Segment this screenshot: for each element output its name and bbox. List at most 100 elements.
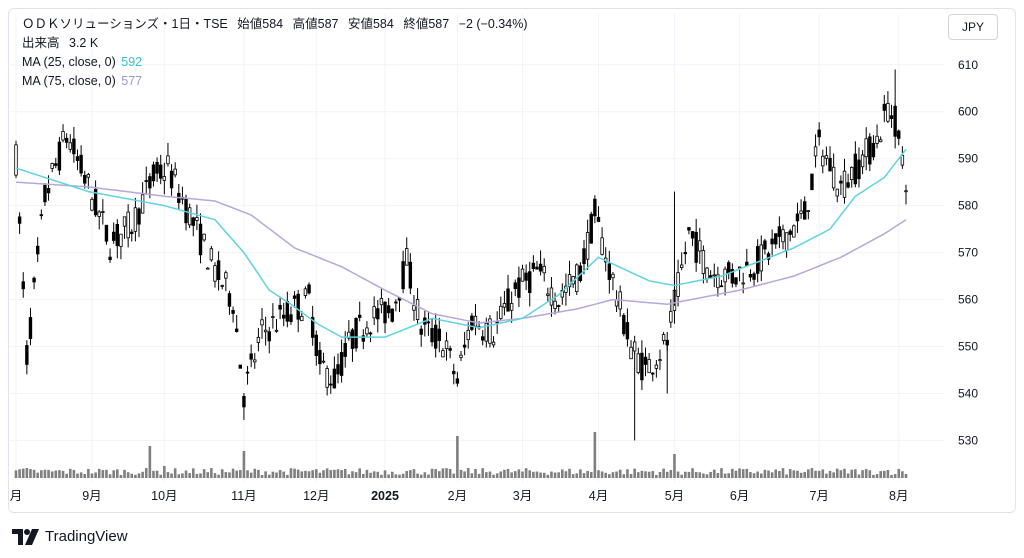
low-label: 安値	[347, 17, 373, 31]
candle-body	[730, 269, 735, 284]
volume-bar	[325, 468, 329, 478]
candle-body	[741, 282, 745, 285]
candle-body	[72, 138, 76, 155]
candle-body	[752, 273, 756, 280]
candle-body	[122, 216, 127, 227]
candle-body	[640, 352, 644, 381]
tradingview-logo-icon	[12, 528, 39, 545]
candle-body	[79, 154, 83, 174]
volume-bar	[152, 470, 155, 478]
volume-bar	[177, 474, 181, 478]
volume-bar	[184, 470, 188, 478]
volume-bar	[759, 473, 763, 478]
volume-bar	[220, 469, 224, 478]
candle-body	[806, 210, 811, 212]
volume-bar	[293, 468, 296, 478]
volume-bar	[814, 470, 817, 478]
candle-body	[267, 331, 271, 342]
candle-body	[220, 285, 224, 287]
candle-body	[430, 328, 434, 343]
volume-bar	[354, 472, 358, 478]
y-tick-label: 600	[958, 105, 978, 119]
volume-bar	[604, 472, 608, 478]
candle-body	[361, 335, 366, 342]
candle-body	[343, 343, 347, 357]
y-tick-label: 540	[958, 386, 978, 400]
volume-bar	[593, 432, 597, 478]
volume-bar	[434, 469, 437, 478]
volume-bar	[618, 469, 622, 478]
candle-body	[748, 274, 753, 278]
volume-bar	[437, 471, 441, 478]
candle-body	[314, 334, 318, 357]
close-value: 587	[428, 17, 450, 31]
candle-body	[520, 268, 525, 282]
volume-bar	[445, 468, 448, 478]
volume-bar	[611, 472, 615, 478]
x-tick-label: 7月	[809, 489, 828, 503]
volume-label: 出来高	[22, 36, 60, 50]
candle-body	[719, 285, 724, 288]
volume-bar	[561, 469, 564, 478]
volume-bar	[687, 471, 691, 478]
y-tick-label: 560	[958, 293, 978, 307]
volume-bar	[817, 470, 821, 478]
volume-bar	[738, 468, 741, 478]
volume-bar	[441, 468, 445, 478]
candle-body	[643, 356, 648, 365]
x-tick-label: 9月	[82, 489, 101, 503]
candle-body	[318, 349, 322, 365]
candle-body	[115, 223, 120, 247]
candle-body	[882, 103, 886, 111]
candle-body	[162, 176, 167, 181]
currency-button[interactable]: JPY	[948, 14, 998, 40]
candle-body	[187, 207, 192, 226]
volume-bar	[267, 474, 271, 478]
volume-bar	[72, 469, 76, 478]
candle-body	[433, 324, 438, 349]
volume-bar	[727, 473, 731, 478]
candle-body	[332, 368, 337, 389]
candle-body	[357, 314, 362, 318]
volume-bar	[304, 470, 307, 478]
volume-bar	[25, 468, 29, 478]
ma75-row[interactable]: MA (75, close, 0) 577	[22, 72, 527, 91]
candle-body	[444, 340, 449, 350]
volume-bar	[662, 468, 665, 478]
candle-body	[61, 131, 65, 141]
volume-bar	[65, 473, 68, 478]
volume-bar	[14, 470, 18, 478]
candle-body	[875, 135, 879, 144]
ma25-row[interactable]: MA (25, close, 0) 592	[22, 53, 527, 72]
volume-bar	[575, 473, 579, 478]
candle-body	[32, 277, 36, 283]
volume-bar	[680, 474, 683, 478]
y-tick-label: 530	[958, 433, 978, 447]
volume-bar	[202, 469, 206, 478]
candle-body	[614, 299, 619, 307]
volume-bar	[376, 471, 380, 478]
volume-bar	[622, 474, 626, 478]
volume-bar	[832, 472, 835, 478]
chart-frame	[8, 8, 1016, 513]
candle-body	[904, 190, 908, 193]
candle-body	[560, 290, 565, 298]
volume-bar	[702, 473, 705, 478]
tradingview-logo[interactable]: TradingView	[12, 528, 128, 545]
candle-body	[705, 267, 709, 280]
x-tick-label: 12月	[303, 489, 329, 503]
candle-body	[224, 272, 228, 279]
candle-body	[405, 248, 409, 266]
candle-body	[459, 354, 463, 358]
candle-body	[491, 341, 496, 346]
volume-bar	[412, 469, 416, 478]
candle-body	[307, 284, 311, 294]
volume-bar	[788, 469, 792, 478]
candle-body	[857, 159, 861, 180]
candle-body	[542, 265, 546, 274]
volume-bar	[872, 474, 875, 478]
volume-bar	[76, 473, 79, 478]
volume-bar	[485, 472, 488, 478]
volume-bar	[488, 471, 492, 478]
